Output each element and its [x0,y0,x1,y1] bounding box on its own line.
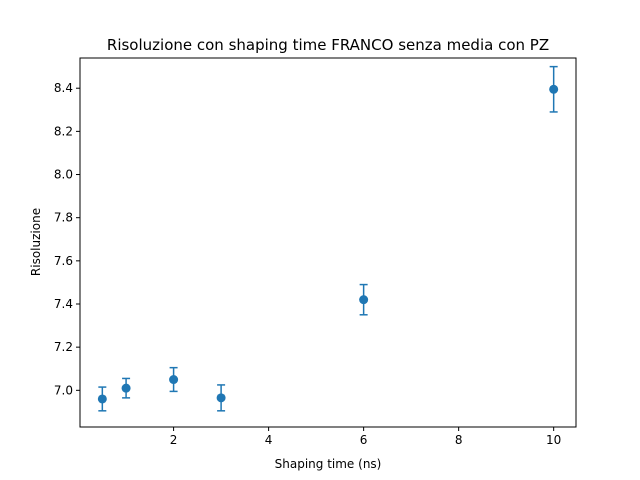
y-tick-label: 8.2 [54,124,73,138]
data-marker [549,84,559,94]
data-point [549,65,559,113]
y-tick-label: 8.0 [54,168,73,182]
x-tick-label: 4 [265,433,273,447]
data-marker [121,383,131,393]
data-point [359,283,369,316]
data-marker [216,393,226,403]
y-tick-label: 7.0 [54,383,73,397]
plot-area [97,65,559,412]
y-tick-label: 7.8 [54,211,73,225]
chart-title: Risoluzione con shaping time FRANCO senz… [107,36,549,54]
y-axis: 7.0 7.2 7.4 7.6 7.8 8.0 8.2 8.4 [54,81,80,397]
x-tick-label: 10 [546,433,561,447]
data-point [169,366,179,393]
data-marker [97,394,107,404]
data-marker [169,375,179,385]
x-tick-label: 6 [360,433,368,447]
data-marker [359,295,369,305]
x-tick-label: 2 [170,433,178,447]
y-tick-label: 7.2 [54,340,73,354]
y-tick-label: 7.4 [54,297,73,311]
y-axis-label: Risoluzione [29,208,43,276]
axes-frame [79,57,577,428]
data-point [216,384,226,412]
data-point [97,386,107,412]
y-tick-label: 8.4 [54,81,73,95]
x-axis-label: Shaping time (ns) [275,457,382,471]
x-tick-label: 8 [455,433,463,447]
data-point [121,377,131,399]
x-axis: 2 4 6 8 10 [170,427,561,447]
y-tick-label: 7.6 [54,254,73,268]
